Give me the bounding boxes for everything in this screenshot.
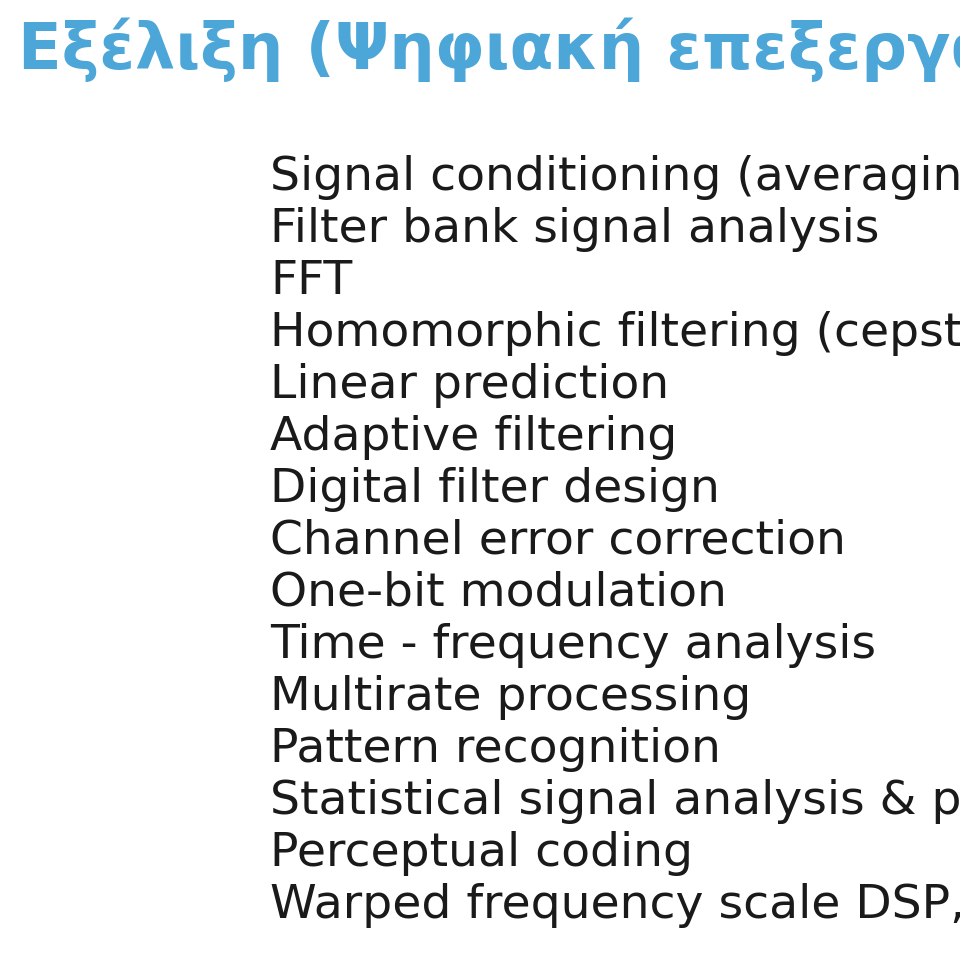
Text: Εξέλιξη (Ψηφιακή επεξεργασία σήματος): Εξέλιξη (Ψηφιακή επεξεργασία σήματος) — [18, 18, 960, 83]
Text: Statistical signal analysis & processing: Statistical signal analysis & processing — [270, 779, 960, 824]
Text: Perceptual coding: Perceptual coding — [270, 831, 693, 876]
Text: Pattern recognition: Pattern recognition — [270, 727, 721, 772]
Text: Linear prediction: Linear prediction — [270, 363, 669, 408]
Text: Multirate processing: Multirate processing — [270, 675, 752, 720]
Text: Time - frequency analysis: Time - frequency analysis — [270, 623, 876, 668]
Text: Adaptive filtering: Adaptive filtering — [270, 415, 677, 460]
Text: Channel error correction: Channel error correction — [270, 519, 846, 564]
Text: FFT: FFT — [270, 259, 352, 304]
Text: Signal conditioning (averaging): Signal conditioning (averaging) — [270, 155, 960, 200]
Text: Homomorphic filtering (cepstrum): Homomorphic filtering (cepstrum) — [270, 311, 960, 356]
Text: One-bit modulation: One-bit modulation — [270, 571, 727, 616]
Text: Filter bank signal analysis: Filter bank signal analysis — [270, 207, 879, 252]
Text: Warped frequency scale DSP,….: Warped frequency scale DSP,…. — [270, 883, 960, 928]
Text: Digital filter design: Digital filter design — [270, 467, 720, 512]
